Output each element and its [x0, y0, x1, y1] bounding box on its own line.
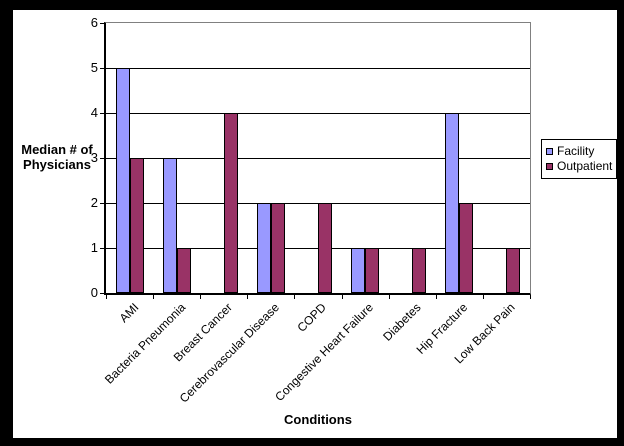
y-tick-mark-4 — [100, 113, 104, 114]
plot-area — [104, 22, 531, 295]
bar-outpatient-6 — [412, 248, 426, 293]
y-tick-mark-3 — [100, 158, 104, 159]
y-axis-title: Median # of Physicians — [21, 142, 93, 172]
y-tick-label-2: 2 — [90, 195, 98, 210]
legend-swatch-facility — [546, 148, 553, 155]
y-tick-mark-5 — [100, 68, 104, 69]
y-tick-mark-0 — [100, 293, 104, 294]
y-tick-mark-1 — [100, 248, 104, 249]
gridline-4 — [106, 113, 530, 114]
bar-facility-7 — [445, 113, 459, 293]
x-axis-label-6: Diabetes — [379, 300, 424, 344]
x-tick-mark-0 — [106, 295, 107, 299]
x-axis-label-3: Cerebrovascular Disease — [177, 300, 283, 406]
y-tick-mark-6 — [100, 23, 104, 24]
bar-outpatient-4 — [318, 203, 332, 293]
x-tick-mark-1 — [153, 295, 154, 299]
x-tick-mark-2 — [200, 295, 201, 299]
x-tick-mark-8 — [483, 295, 484, 299]
y-tick-mark-2 — [100, 203, 104, 204]
gridline-5 — [106, 68, 530, 69]
legend: Facility Outpatient — [541, 139, 617, 179]
y-tick-label-4: 4 — [90, 105, 98, 120]
legend-label-outpatient: Outpatient — [557, 159, 613, 173]
x-axis-label-5: Congestive Heart Failure — [272, 300, 377, 405]
legend-label-facility: Facility — [557, 144, 595, 158]
y-tick-label-1: 1 — [90, 240, 98, 255]
gridline-3 — [106, 158, 530, 159]
bar-outpatient-5 — [365, 248, 379, 293]
legend-swatch-outpatient — [546, 163, 553, 170]
x-tick-mark-6 — [389, 295, 390, 299]
x-tick-mark-9 — [530, 295, 531, 299]
bar-outpatient-8 — [506, 248, 520, 293]
bar-outpatient-1 — [177, 248, 191, 293]
bar-facility-5 — [351, 248, 365, 293]
x-axis-title: Conditions — [284, 412, 352, 427]
y-tick-label-5: 5 — [90, 60, 98, 75]
legend-item-outpatient: Outpatient — [546, 159, 612, 174]
bar-outpatient-0 — [130, 158, 144, 293]
bar-outpatient-7 — [459, 203, 473, 293]
bar-facility-3 — [257, 203, 271, 293]
legend-item-facility: Facility — [546, 144, 612, 159]
y-tick-label-6: 6 — [90, 15, 98, 30]
x-axis-label-0: AMI — [116, 300, 142, 326]
y-tick-label-3: 3 — [90, 150, 98, 165]
x-axis-label-1: Bacteria Pneumonia — [101, 300, 189, 387]
y-tick-label-0: 0 — [90, 285, 98, 300]
x-axis-label-4: COPD — [294, 300, 330, 335]
bar-facility-1 — [163, 158, 177, 293]
bar-facility-0 — [116, 68, 130, 293]
x-tick-mark-7 — [436, 295, 437, 299]
bar-chart: Median # of Physicians 0 1 2 3 4 5 6 AMI Bacteri… — [13, 10, 617, 438]
x-tick-mark-5 — [342, 295, 343, 299]
bar-outpatient-3 — [271, 203, 285, 293]
bar-outpatient-2 — [224, 113, 238, 293]
x-tick-mark-4 — [294, 295, 295, 299]
x-tick-mark-3 — [247, 295, 248, 299]
